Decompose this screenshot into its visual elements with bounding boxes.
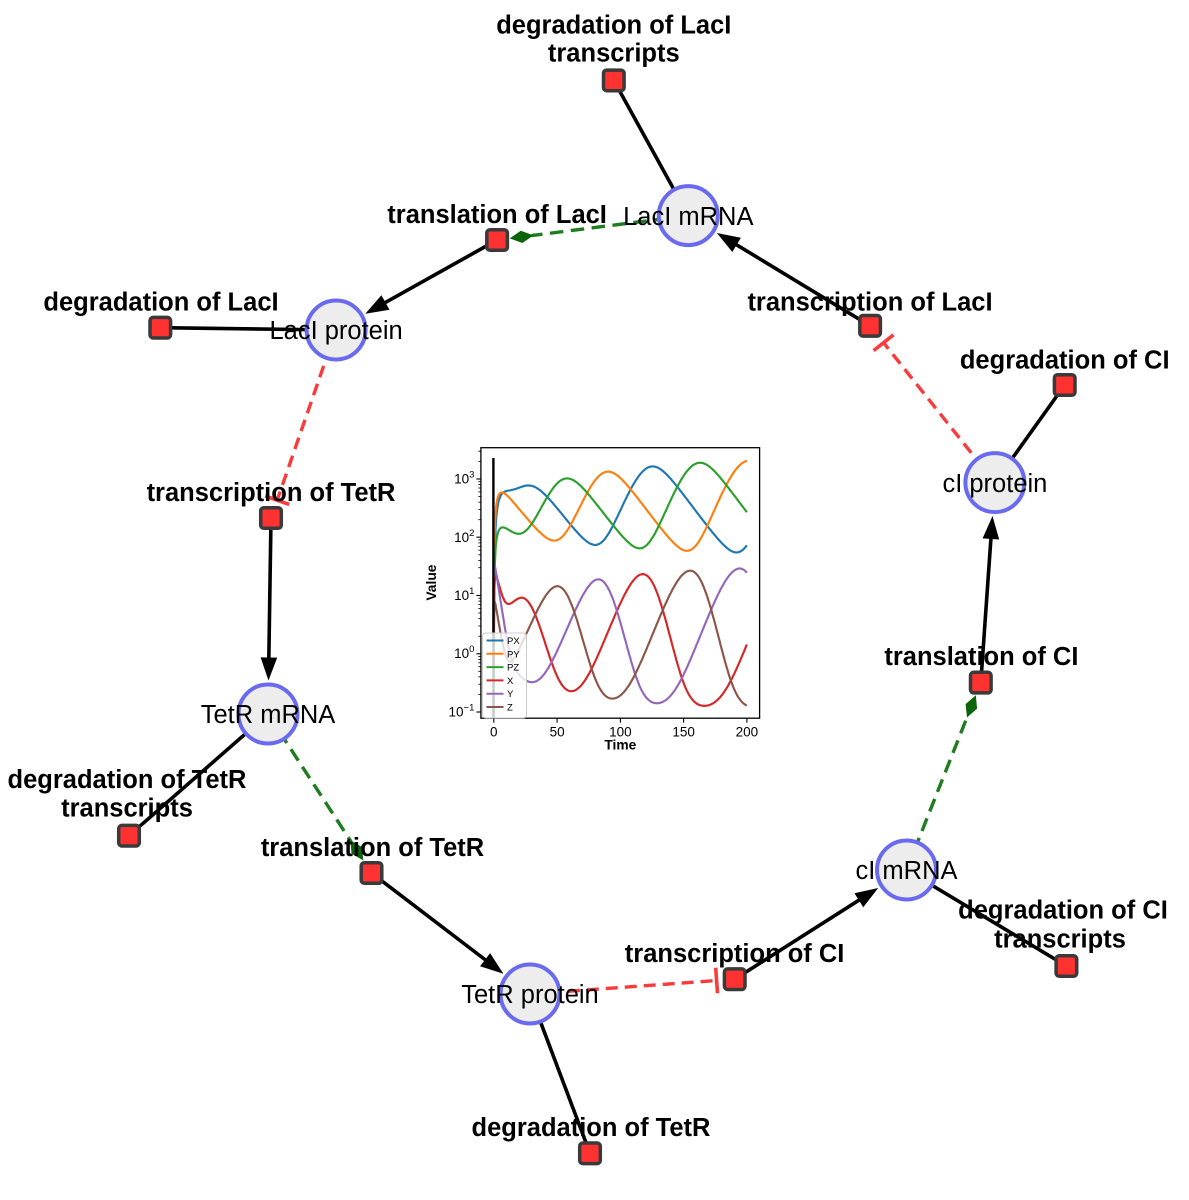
svg-text:degradation of CI: degradation of CI xyxy=(958,897,1168,925)
svg-text:50: 50 xyxy=(550,725,565,740)
svg-text:cI protein: cI protein xyxy=(942,470,1047,498)
svg-text:100: 100 xyxy=(454,644,474,661)
svg-text:degradation of TetR: degradation of TetR xyxy=(472,1114,711,1142)
svg-text:degradation of TetR: degradation of TetR xyxy=(8,766,247,794)
svg-text:degradation of LacI: degradation of LacI xyxy=(496,11,731,39)
svg-text:LacI mRNA: LacI mRNA xyxy=(623,203,753,231)
svg-text:degradation of CI: degradation of CI xyxy=(960,347,1170,375)
svg-text:Z: Z xyxy=(507,703,513,714)
svg-text:transcription of CI: transcription of CI xyxy=(625,940,845,968)
svg-text:translation of TetR: translation of TetR xyxy=(261,834,484,862)
svg-text:103: 103 xyxy=(454,470,474,487)
svg-text:150: 150 xyxy=(672,725,695,740)
svg-text:TetR protein: TetR protein xyxy=(461,981,599,1009)
svg-text:200: 200 xyxy=(736,725,759,740)
svg-text:transcripts: transcripts xyxy=(548,40,680,68)
svg-text:cI mRNA: cI mRNA xyxy=(856,857,958,885)
svg-text:LacI protein: LacI protein xyxy=(269,317,402,345)
svg-text:102: 102 xyxy=(454,528,474,545)
svg-text:translation of CI: translation of CI xyxy=(884,643,1078,671)
svg-text:PZ: PZ xyxy=(507,663,519,674)
svg-text:transcription of LacI: transcription of LacI xyxy=(747,289,992,317)
svg-text:degradation of LacI: degradation of LacI xyxy=(43,289,278,317)
svg-text:transcripts: transcripts xyxy=(61,795,193,823)
svg-text:translation of LacI: translation of LacI xyxy=(387,201,607,229)
svg-text:101: 101 xyxy=(454,586,474,603)
svg-text:Y: Y xyxy=(507,689,514,700)
svg-text:transcripts: transcripts xyxy=(994,926,1126,954)
svg-text:transcription of TetR: transcription of TetR xyxy=(147,479,396,507)
svg-text:TetR mRNA: TetR mRNA xyxy=(201,701,336,729)
svg-text:Time: Time xyxy=(604,738,636,753)
svg-text:X: X xyxy=(507,676,514,687)
svg-text:10−1: 10−1 xyxy=(449,703,475,720)
svg-text:100: 100 xyxy=(609,725,632,740)
svg-text:Value: Value xyxy=(424,564,439,600)
svg-text:0: 0 xyxy=(490,725,498,740)
svg-text:PX: PX xyxy=(507,636,520,647)
svg-text:PY: PY xyxy=(507,649,520,660)
